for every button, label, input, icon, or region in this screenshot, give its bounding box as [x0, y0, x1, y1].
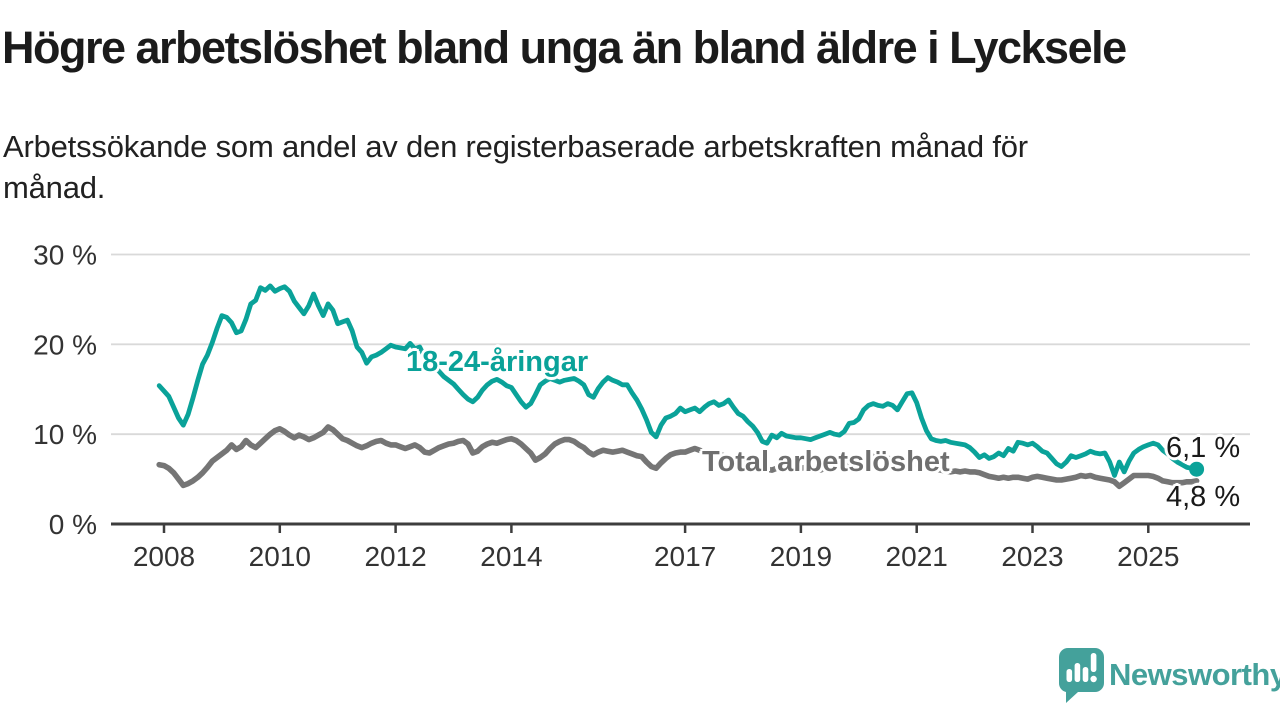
end-value-label-total: 4,8 %: [1166, 481, 1241, 513]
series-label-youth: 18-24-åringar: [406, 346, 589, 378]
page-subtitle: Arbetssökande som andel av den registerb…: [3, 126, 1193, 208]
subtitle-line-2: månad.: [3, 170, 106, 205]
y-axis-label: 30 %: [33, 240, 97, 271]
x-axis-label: 2025: [1117, 541, 1179, 572]
x-axis-label: 2017: [654, 541, 716, 572]
y-axis-label: 0 %: [49, 509, 97, 540]
x-axis-label: 2023: [1001, 541, 1063, 572]
series-line-total: [156, 424, 1200, 490]
y-axis-label: 20 %: [33, 329, 97, 360]
speech-bubble-bar-chart-icon: [1058, 648, 1104, 703]
x-axis-label: 2014: [480, 541, 542, 572]
end-value-label-youth: 6,1 %: [1166, 432, 1241, 464]
x-axis-label: 2012: [364, 541, 426, 572]
x-axis-label: 2021: [886, 541, 948, 572]
series-label-total: Total arbetslöshet: [702, 446, 950, 478]
series-end-dot-youth: [1189, 461, 1205, 477]
line-chart: 0 % 10 % 20 % 30 % 2008 2010 2012 2014 2017 2019 2…: [33, 240, 1250, 572]
x-axis-label: 2019: [770, 541, 832, 572]
page-title: Högre arbetslöshet bland unga än bland ä…: [2, 22, 1127, 73]
x-axis-label: 2008: [133, 541, 195, 572]
brand-wordmark: Newsworthy: [1109, 657, 1280, 692]
newsworthy-logo: Newsworthy: [1056, 645, 1280, 705]
x-axis-label: 2010: [249, 541, 311, 572]
series-line-youth: [156, 283, 1199, 478]
subtitle-line-1: Arbetssökande som andel av den registerb…: [3, 129, 1028, 164]
y-axis-label: 10 %: [33, 419, 97, 450]
